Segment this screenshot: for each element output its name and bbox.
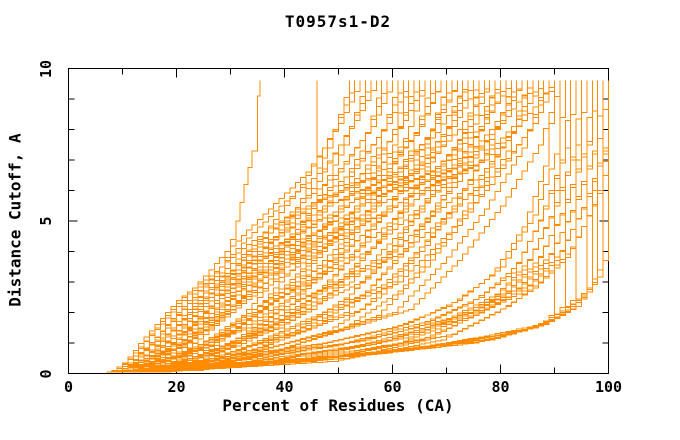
model-curve	[138, 80, 415, 371]
x-tick-label-20: 20	[167, 378, 186, 396]
x-tick-label-60: 60	[383, 378, 402, 396]
model-curve	[138, 80, 512, 371]
model-curve	[165, 80, 485, 371]
model-curve	[111, 80, 561, 373]
model-curve	[138, 80, 523, 371]
x-tick-label-100: 100	[594, 378, 623, 396]
x-tick-label-40: 40	[275, 378, 294, 396]
model-curve	[176, 80, 518, 371]
y-tick-label-5: 5	[37, 216, 55, 226]
model-curve	[149, 80, 464, 371]
y-tick-label-0: 0	[37, 368, 55, 379]
model-curve	[133, 80, 399, 371]
chart-title: T0957s1-D2	[284, 12, 392, 31]
model-curve	[154, 80, 609, 373]
x-tick-label-80: 80	[491, 378, 510, 396]
model-curve	[122, 80, 582, 373]
model-curve	[149, 80, 447, 371]
x-tick-label-0: 0	[63, 378, 74, 396]
axis-ticks	[68, 68, 609, 374]
model-curve	[171, 80, 496, 371]
model-curve	[117, 80, 361, 371]
model-curve	[106, 80, 609, 373]
x-axis-label: Percent of Residues (CA)	[222, 396, 454, 415]
model-curve	[133, 80, 588, 373]
model-curve	[127, 80, 393, 371]
model-curve	[127, 80, 426, 371]
model-curve	[122, 80, 566, 373]
y-tick-label-10: 10	[37, 59, 55, 78]
model-curve	[127, 80, 577, 373]
model-curve	[187, 80, 539, 371]
y-axis-label: Distance Cutoff, A	[5, 133, 25, 307]
model-curve	[122, 80, 442, 371]
model-curve	[149, 80, 555, 371]
model-curve	[149, 89, 609, 373]
